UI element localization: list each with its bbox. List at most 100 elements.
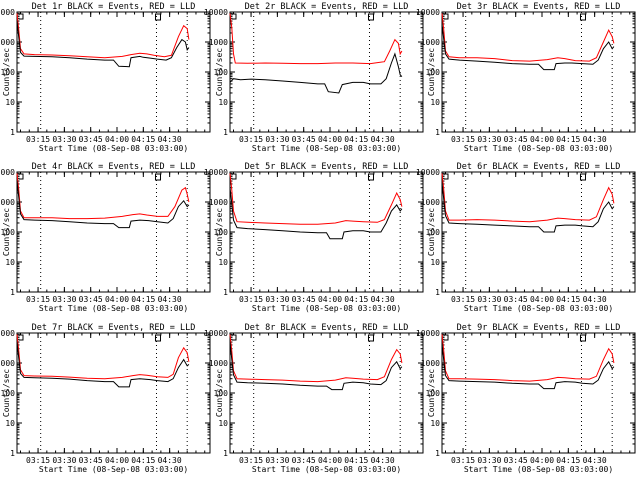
y-axis-label: Counts/sec — [427, 369, 436, 417]
interval-marker — [444, 334, 449, 341]
x-tick-label: 03:45 — [292, 456, 316, 465]
x-tick-label: 03:15 — [451, 456, 475, 465]
panel-title: Det 4r BLACK = Events, RED = LLD — [32, 162, 196, 172]
y-tick-label: 10 — [5, 98, 15, 107]
x-tick-label: 04:00 — [318, 135, 342, 144]
x-tick-label: 03:45 — [79, 456, 103, 465]
y-tick-label: 1000 — [209, 38, 228, 47]
y-tick-label: 1 — [10, 288, 15, 297]
x-tick-label: 03:30 — [265, 295, 289, 304]
events-series-line — [441, 182, 615, 233]
y-tick-label: 10 — [218, 258, 228, 267]
lld-series-line — [229, 334, 403, 383]
y-tick-label: 100 — [214, 389, 229, 398]
y-tick-label: 10 — [5, 419, 15, 428]
x-tick-label: 04:00 — [105, 295, 129, 304]
interval-marker — [579, 334, 586, 342]
y-tick-label: 1000 — [421, 359, 440, 368]
x-tick-label: 03:45 — [504, 295, 528, 304]
panel-title: Det 6r BLACK = Events, RED = LLD — [457, 162, 621, 172]
y-tick-label: 100 — [1, 389, 16, 398]
y-tick-label: 1000 — [209, 359, 228, 368]
lld-series-line — [229, 173, 403, 225]
y-tick-label: 100 — [214, 228, 229, 237]
lld-series-line — [16, 334, 190, 380]
y-tick-label: 100 — [214, 68, 229, 77]
y-tick-label: 10 — [218, 98, 228, 107]
x-tick-label: 03:30 — [477, 456, 501, 465]
y-tick-label: 1000 — [209, 198, 228, 207]
lld-series-line — [229, 13, 403, 65]
interval-marker — [579, 13, 586, 21]
interval-marker — [232, 173, 237, 180]
events-series-line — [16, 180, 190, 229]
y-tick-label: 10 — [430, 98, 440, 107]
x-tick-label: 03:30 — [52, 135, 76, 144]
y-tick-label: 10000 — [0, 8, 15, 17]
x-tick-label: 04:15 — [344, 456, 368, 465]
interval-marker — [367, 13, 374, 21]
x-tick-label: 04:30 — [371, 456, 395, 465]
x-tick-label: 04:00 — [105, 135, 129, 144]
x-tick-label: 04:30 — [371, 135, 395, 144]
x-axis-label: Start Time (08-Sep-08 03:03:00) — [464, 144, 613, 153]
x-tick-label: 03:30 — [477, 295, 501, 304]
panel-title: Det 7r BLACK = Events, RED = LLD — [32, 323, 196, 333]
y-tick-label: 10000 — [416, 329, 440, 338]
y-tick-label: 1 — [435, 288, 440, 297]
y-tick-label: 1000 — [421, 198, 440, 207]
y-tick-label: 10000 — [204, 168, 228, 177]
plot-frame — [441, 11, 636, 133]
lld-series-line — [441, 13, 615, 62]
x-tick-label: 04:30 — [158, 135, 182, 144]
x-tick-label: 03:45 — [504, 456, 528, 465]
plot-frame — [441, 332, 636, 454]
x-tick-label: 04:15 — [131, 456, 155, 465]
lld-series-line — [16, 173, 190, 220]
interval-marker — [19, 13, 24, 20]
y-axis-label: Counts/sec — [215, 48, 224, 96]
panel-det-2: Det 2r BLACK = Events, RED = LLD Counts/s… — [204, 2, 424, 153]
x-tick-label: 03:30 — [265, 456, 289, 465]
lld-series-line — [441, 334, 615, 382]
y-tick-label: 10 — [430, 419, 440, 428]
x-tick-label: 04:30 — [583, 456, 607, 465]
interval-marker — [154, 334, 161, 342]
panel-det-5: Det 5r BLACK = Events, RED = LLD Counts/s… — [204, 162, 424, 313]
x-tick-label: 04:00 — [530, 135, 554, 144]
plot-frame — [441, 171, 636, 293]
y-tick-label: 10 — [430, 258, 440, 267]
interval-marker — [579, 173, 586, 181]
x-tick-label: 03:45 — [292, 295, 316, 304]
panel-title: Det 3r BLACK = Events, RED = LLD — [457, 2, 621, 12]
x-tick-label: 04:15 — [556, 295, 580, 304]
panel-title: Det 9r BLACK = Events, RED = LLD — [457, 323, 621, 333]
x-tick-label: 04:00 — [318, 456, 342, 465]
y-tick-label: 100 — [1, 68, 16, 77]
x-tick-label: 03:15 — [26, 295, 50, 304]
plot-frame — [16, 332, 211, 454]
interval-marker — [232, 334, 237, 341]
x-tick-label: 03:45 — [292, 135, 316, 144]
y-axis-label: Counts/sec — [2, 208, 11, 256]
plot-frame — [16, 11, 211, 133]
x-tick-label: 03:15 — [451, 295, 475, 304]
x-tick-label: 03:45 — [79, 295, 103, 304]
y-tick-label: 1 — [223, 128, 228, 137]
x-tick-label: 04:15 — [344, 135, 368, 144]
y-tick-label: 10 — [5, 258, 15, 267]
events-series-line — [441, 343, 615, 390]
y-tick-label: 100 — [426, 389, 441, 398]
interval-marker — [19, 173, 24, 180]
events-series-line — [229, 52, 403, 94]
plot-frame — [229, 332, 424, 454]
x-tick-label: 04:15 — [344, 295, 368, 304]
interval-marker — [367, 173, 374, 181]
x-axis-label: Start Time (08-Sep-08 03:03:00) — [252, 304, 401, 313]
y-tick-label: 1 — [435, 128, 440, 137]
x-tick-label: 04:30 — [583, 295, 607, 304]
plot-frame — [229, 11, 424, 133]
y-tick-label: 10000 — [416, 168, 440, 177]
events-series-line — [16, 341, 190, 388]
